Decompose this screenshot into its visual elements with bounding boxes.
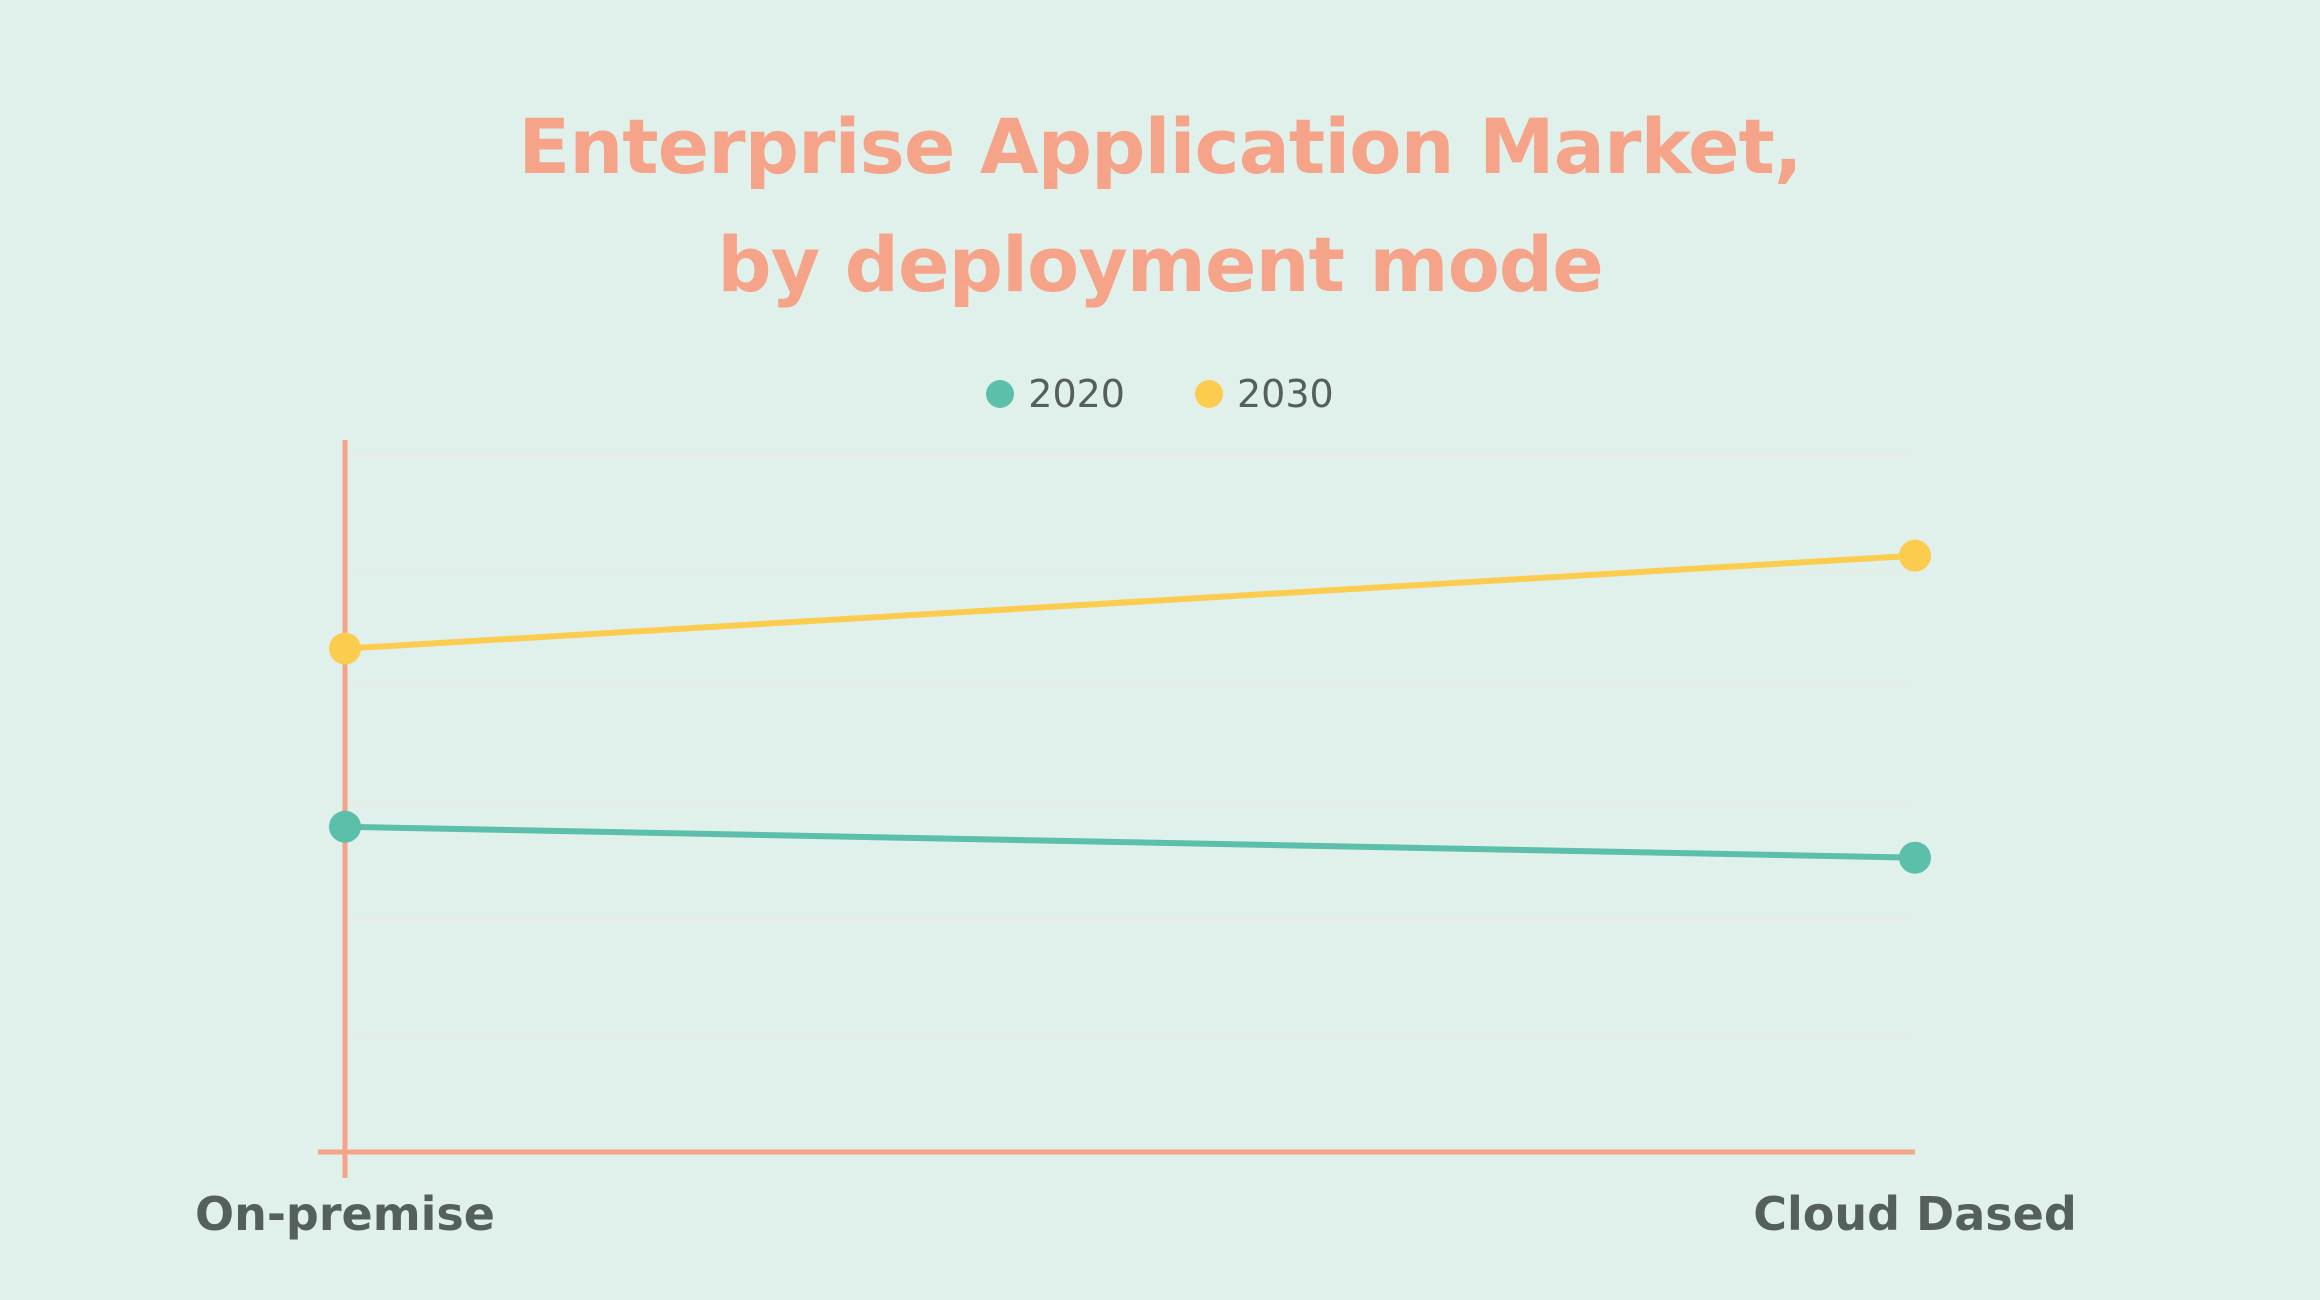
data-point-2030-0 <box>329 632 361 665</box>
category-labels: On-premise Cloud Dased <box>195 1187 2077 1241</box>
gridlines <box>345 454 1915 1037</box>
data-point-2020-0 <box>329 810 361 843</box>
data-point-2030-1 <box>1899 539 1931 572</box>
series-line-2020 <box>344 823 1916 861</box>
x-tick-label-0: On-premise <box>195 1187 495 1241</box>
chart-legend: 2020 2030 <box>0 372 2320 416</box>
legend-label-2030: 2030 <box>1237 372 1334 416</box>
series-line-2030 <box>344 552 1916 652</box>
axes <box>318 440 1915 1178</box>
chart-title: Enterprise Application Market, by deploy… <box>0 88 2320 324</box>
legend-marker-2020 <box>986 380 1015 408</box>
legend-marker-2030 <box>1195 380 1223 408</box>
chart-title-line-2: by deployment mode <box>717 220 1604 309</box>
legend-item-2020: 2020 <box>986 372 1125 416</box>
legend-label-2020: 2020 <box>1028 372 1125 416</box>
data-point-2020-1 <box>1899 841 1931 874</box>
x-tick-label-1: Cloud Dased <box>1753 1187 2077 1241</box>
chart-title-line-1: Enterprise Application Market, <box>518 102 1802 191</box>
series <box>329 539 1931 874</box>
legend-item-2030: 2030 <box>1195 372 1334 416</box>
